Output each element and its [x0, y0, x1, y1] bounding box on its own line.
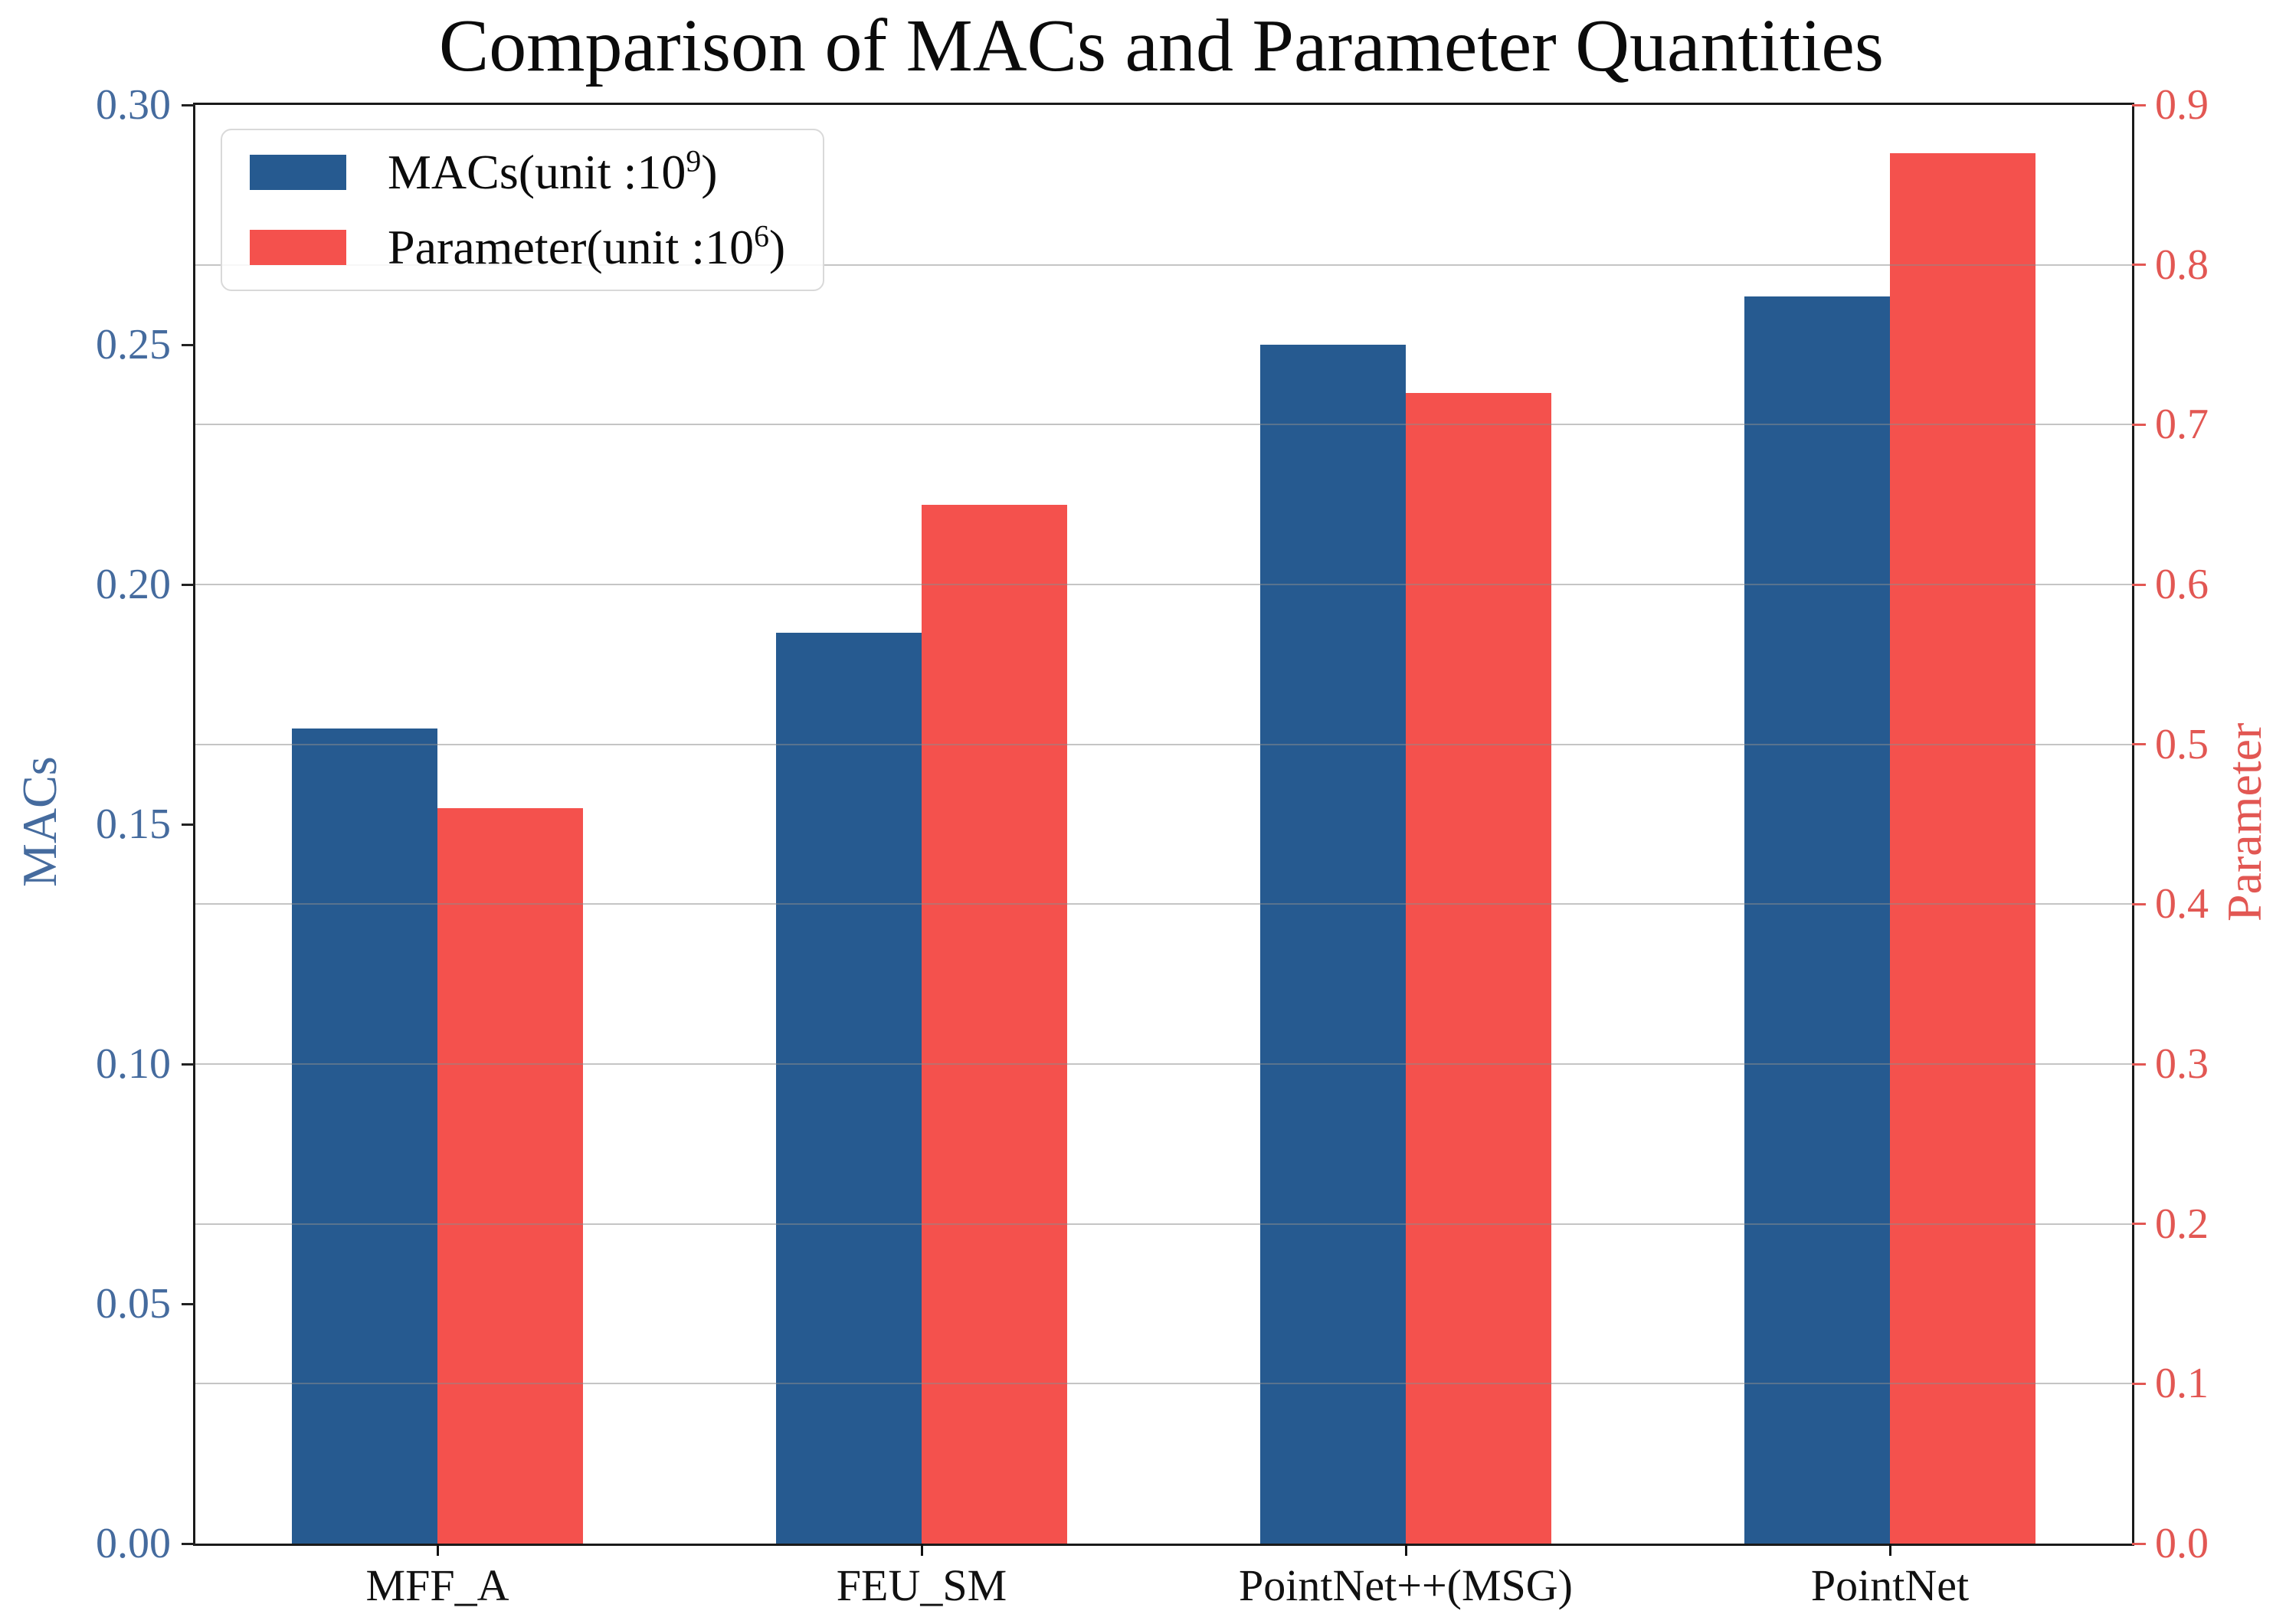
grid-line	[195, 1223, 2132, 1225]
right-tick-mark	[2132, 1542, 2146, 1545]
parameter-legend-swatch	[250, 230, 346, 265]
right-tick-mark	[2132, 103, 2146, 106]
left-tick-mark	[182, 823, 195, 826]
left-tick-mark	[182, 343, 195, 346]
right-tick-label: 0.5	[2155, 720, 2209, 768]
left-tick-label: 0.30	[96, 81, 171, 129]
grid-line	[195, 1063, 2132, 1066]
right-tick-label: 0.4	[2155, 880, 2209, 928]
bar-macs-PointNet	[1744, 296, 1890, 1544]
legend-label-macs: MACs(unit :109)	[388, 144, 718, 199]
right-tick-mark	[2132, 1382, 2146, 1385]
right-axis-title: Parameter	[2217, 722, 2271, 922]
left-tick-mark	[182, 583, 195, 586]
right-tick-label: 0.6	[2155, 561, 2209, 609]
right-tick-label: 0.2	[2155, 1200, 2209, 1248]
left-tick-mark	[182, 1062, 195, 1066]
left-tick-label: 0.25	[96, 321, 171, 368]
right-tick-mark	[2132, 1223, 2146, 1226]
legend-label-parameter: Parameter(unit :106)	[388, 219, 786, 274]
left-tick-mark	[182, 103, 195, 106]
legend: MACs(unit :109) Parameter(unit :106)	[221, 129, 824, 291]
right-tick-label: 0.8	[2155, 241, 2209, 289]
x-tick-label-PointNet: PointNet	[1810, 1560, 1970, 1610]
grid-line	[195, 264, 2132, 266]
right-tick-mark	[2132, 743, 2146, 746]
right-tick-label: 0.0	[2155, 1520, 2209, 1567]
bar-parameter-PointNet	[1890, 152, 2035, 1544]
x-tick-label-FEU_SM: FEU_SM	[836, 1560, 1007, 1610]
bar-macs-MFF_A	[292, 728, 437, 1544]
bar-parameter-FEU_SM	[922, 504, 1067, 1544]
bar-macs-FEU_SM	[776, 632, 922, 1544]
x-tick-mark	[1888, 1544, 1891, 1556]
left-tick-label: 0.10	[96, 1040, 171, 1089]
grid-line	[195, 584, 2132, 586]
right-tick-label: 0.1	[2155, 1360, 2209, 1408]
left-axis-title: MACs	[12, 756, 67, 888]
right-tick-label: 0.3	[2155, 1040, 2209, 1089]
chart-title: Comparison of MACs and Parameter Quantit…	[438, 5, 1885, 87]
macs-legend-swatch	[250, 155, 346, 190]
x-tick-label-PointNet++(MSG): PointNet++(MSG)	[1239, 1560, 1573, 1610]
bar-macs-PointNet++(MSG)	[1260, 345, 1406, 1544]
right-tick-mark	[2132, 264, 2146, 267]
x-tick-label-MFF_A: MFF_A	[365, 1560, 509, 1610]
right-tick-mark	[2132, 902, 2146, 905]
left-tick-mark	[182, 1302, 195, 1305]
left-tick-label: 0.00	[96, 1520, 171, 1567]
grid-line	[195, 903, 2132, 905]
bar-parameter-MFF_A	[437, 808, 583, 1544]
left-tick-label: 0.05	[96, 1280, 171, 1328]
right-tick-label: 0.9	[2155, 81, 2209, 129]
left-tick-mark	[182, 1542, 195, 1545]
x-tick-mark	[920, 1544, 923, 1556]
bar-parameter-PointNet++(MSG)	[1406, 392, 1551, 1544]
right-tick-mark	[2132, 423, 2146, 426]
x-tick-mark	[1404, 1544, 1407, 1556]
x-tick-mark	[436, 1544, 439, 1556]
left-tick-label: 0.15	[96, 801, 171, 848]
left-tick-label: 0.20	[96, 561, 171, 609]
grid-line	[195, 1383, 2132, 1385]
grid-line	[195, 743, 2132, 745]
plot-area: 0.00 0.05 0.10 0.15 0.20 0.25 0.30 0.0 0.1 0.2 0.3…	[96, 83, 2209, 1608]
right-tick-mark	[2132, 583, 2146, 586]
legend-entry-macs: MACs(unit :109)	[250, 142, 795, 203]
grid-line	[195, 424, 2132, 426]
right-tick-label: 0.7	[2155, 401, 2209, 449]
legend-entry-parameter: Parameter(unit :106)	[250, 217, 795, 278]
right-tick-mark	[2132, 1062, 2146, 1066]
